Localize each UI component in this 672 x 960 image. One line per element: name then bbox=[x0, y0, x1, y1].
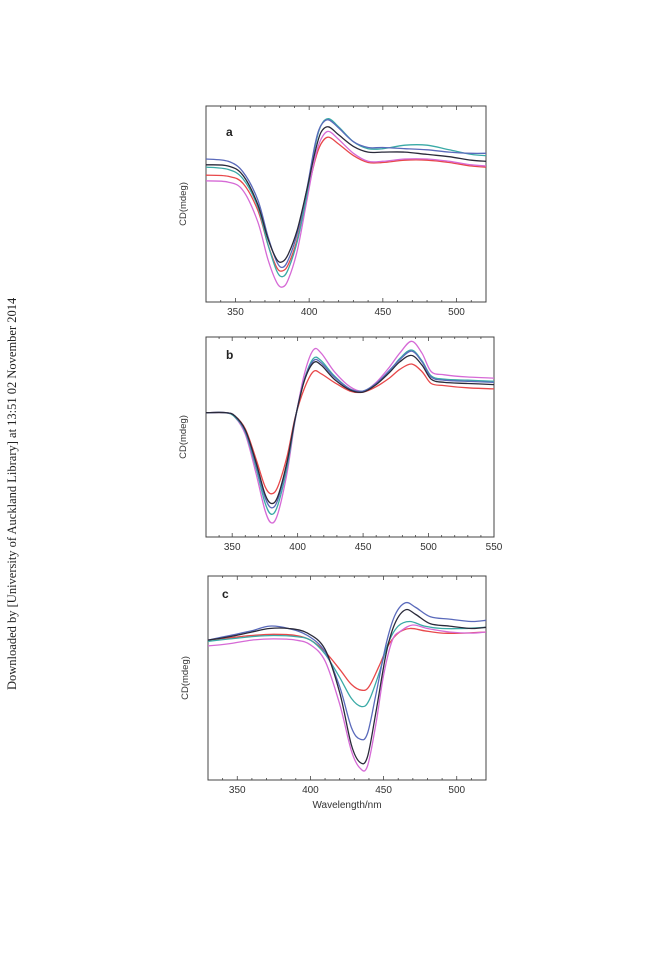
series-line-1 bbox=[207, 627, 487, 692]
x-tick-label: 500 bbox=[448, 307, 465, 318]
series-line-2 bbox=[207, 624, 487, 772]
x-tick-label: 350 bbox=[229, 785, 246, 796]
x-tick-label: 400 bbox=[289, 542, 306, 553]
chart-svg-a: 350 400 450 500 CD(mdeg) a bbox=[178, 105, 487, 318]
series-line-4 bbox=[205, 350, 495, 509]
series-line-3 bbox=[207, 620, 487, 708]
panel-label: a bbox=[226, 125, 233, 139]
series-line-4 bbox=[207, 601, 487, 741]
plot-frame bbox=[205, 105, 487, 303]
y-axis-label: CD(mdeg) bbox=[178, 415, 189, 459]
series-line-5 bbox=[207, 608, 487, 765]
series-line-3 bbox=[205, 349, 495, 515]
watermark-text: Downloaded by [University of Auckland Li… bbox=[5, 297, 19, 690]
x-tick-label: 500 bbox=[420, 542, 437, 553]
series-line-2 bbox=[205, 340, 495, 524]
x-tick-label: 350 bbox=[224, 542, 241, 553]
panel-label: b bbox=[226, 348, 233, 362]
x-tick-label: 350 bbox=[227, 307, 244, 318]
x-tick-label: 450 bbox=[355, 542, 372, 553]
x-tick-label: 400 bbox=[302, 785, 319, 796]
x-tick-label: 500 bbox=[448, 785, 465, 796]
series-line-1 bbox=[205, 136, 487, 272]
series-line-1 bbox=[205, 363, 495, 495]
chart-svg-b: 350 400 450 500 550 CD(mdeg) b bbox=[178, 336, 503, 553]
x-tick-label: 400 bbox=[301, 307, 318, 318]
plot-frame bbox=[207, 575, 487, 781]
x-tick-label: 450 bbox=[374, 307, 391, 318]
x-axis-label: Wavelength/nm bbox=[312, 800, 381, 811]
series-line-5 bbox=[205, 126, 487, 263]
series-line-5 bbox=[205, 354, 495, 505]
panel-label: c bbox=[222, 587, 229, 601]
y-axis-label: CD(mdeg) bbox=[180, 656, 191, 700]
x-tick-label: 450 bbox=[375, 785, 392, 796]
chart-panel-a: 350 400 450 500 CD(mdeg) a bbox=[170, 100, 500, 325]
chart-svg-c: 350 400 450 500 CD(mdeg) Wavelength/nm c bbox=[180, 575, 487, 811]
x-tick-label: 550 bbox=[486, 542, 503, 553]
series-line-4 bbox=[205, 119, 487, 269]
download-watermark: Downloaded by [University of Auckland Li… bbox=[5, 297, 19, 690]
chart-panel-c: 350 400 450 500 CD(mdeg) Wavelength/nm c bbox=[170, 572, 500, 822]
y-axis-label: CD(mdeg) bbox=[178, 182, 189, 226]
series-line-2 bbox=[205, 130, 487, 288]
chart-panel-b: 350 400 450 500 550 CD(mdeg) b bbox=[170, 333, 510, 560]
